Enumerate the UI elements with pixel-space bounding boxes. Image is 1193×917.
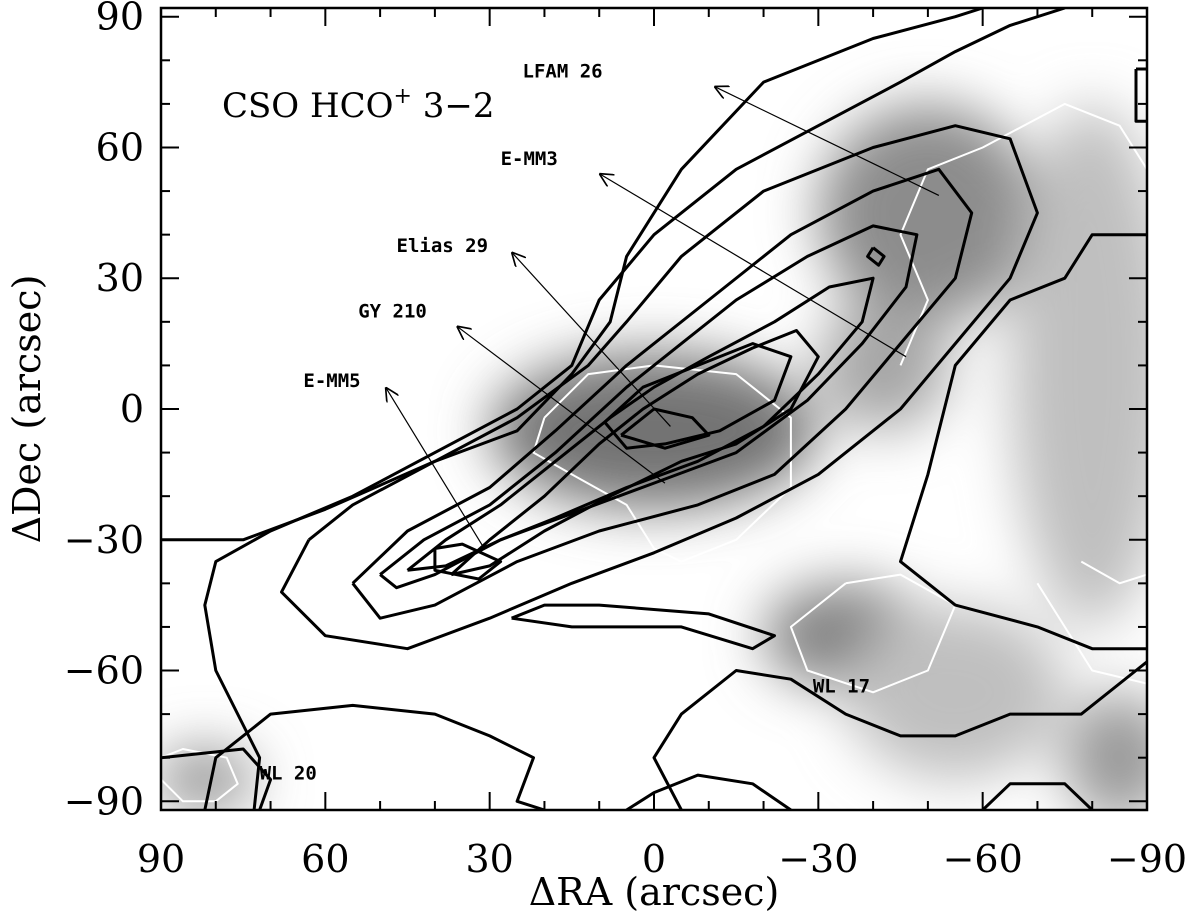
contour-line [603,342,793,450]
chart-title: CSO HCO+ 3−2 [222,84,495,126]
white-contour [161,748,239,803]
contour-line [406,276,875,572]
x-tick-label: 30 [465,837,513,881]
contour-line [981,782,1094,810]
contour-line [161,747,273,810]
grey-blob [161,748,255,810]
x-axis-title: ΔRA (arcsec) [529,870,780,914]
y-tick-label: 30 [96,256,144,300]
contour-line [203,703,545,810]
contour-line [433,542,503,581]
annotation-label: Elias 29 [397,235,489,257]
annotation-arrow [512,252,671,427]
chart-title-suffix: 3−2 [412,86,495,126]
y-tick-label: −90 [64,779,144,823]
contour-line [203,8,1066,810]
y-tick-label: 60 [96,125,144,169]
contour-line [866,246,886,267]
chart-title-main: CSO HCO [222,86,394,126]
annotation-label: WL 17 [813,675,870,697]
tick-labels: 90 60 30 0 −30 −60 −90 −90 −60 −30 0 30 60 90 [64,0,1187,881]
x-tick-label: 0 [642,837,666,881]
contour-line [511,603,776,651]
x-tick-label: −30 [778,837,858,881]
white-contour [899,102,1147,366]
grey-blob [489,352,819,510]
annotation-labels: LFAM 26 E-MM3 Elias 29 GY 210 E-MM5 WL 17 WL 2… [260,61,870,785]
plot-frame [159,6,1149,812]
y-tick-label: 90 [96,0,144,39]
chart-title-superscript: + [394,84,412,109]
white-contour [1036,582,1147,685]
annotation-arrow [386,387,485,549]
annotation-label: E-MM5 [303,370,360,392]
y-tick-label: −60 [64,649,144,693]
annotation-arrow [457,326,666,484]
annotation-label: GY 210 [358,300,427,322]
contour-line [899,233,1147,651]
y-axis-title: ΔDec (arcsec) [5,275,49,544]
white-contour [789,573,957,694]
y-tick-label: −30 [64,518,144,562]
annotation-label: E-MM3 [501,148,558,170]
annotation-label: WL 20 [260,762,317,784]
annotation-arrows [386,86,940,549]
grey-blob [1064,692,1147,810]
axis-ticks [161,8,1147,810]
contour-layer [161,8,1147,810]
x-tick-label: 90 [137,837,185,881]
contour-line [1134,67,1147,123]
contour-line [450,329,820,577]
contour-line [280,124,1039,651]
grey-blob [818,103,1038,322]
contour-line [652,660,1147,810]
contour-line [625,773,792,810]
x-tick-label: −60 [943,837,1023,881]
grey-blob [1010,103,1147,627]
x-tick-label: −90 [1107,837,1187,881]
x-tick-label: 60 [301,837,349,881]
y-tick-label: 0 [120,387,144,431]
grey-blob [845,605,1065,780]
annotation-arrow [599,174,907,358]
contour-line [351,167,974,620]
annotation-arrow [714,86,940,196]
annotation-label: LFAM 26 [523,61,603,83]
contour-line [620,407,711,450]
white-contour [1080,560,1147,585]
